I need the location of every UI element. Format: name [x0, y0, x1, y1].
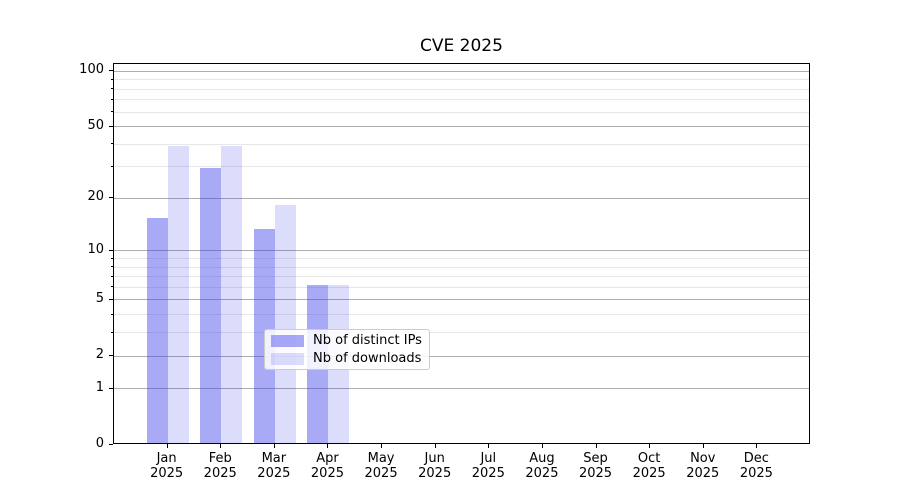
bar-jan-downloads [167, 146, 189, 443]
x-tick-label: Feb 2025 [203, 451, 237, 481]
x-tick-label: Jan 2025 [150, 451, 184, 481]
x-tick-label: May 2025 [364, 451, 398, 481]
y-minor-tick-mark [111, 313, 113, 315]
y-tick-label: 20 [87, 189, 104, 205]
x-tick-label: Apr 2025 [310, 451, 344, 481]
major-gridline [114, 388, 809, 390]
legend-swatch-distinct-ips [271, 334, 304, 347]
minor-gridline [114, 88, 809, 90]
x-tick-label: Mar 2025 [257, 451, 291, 481]
minor-gridline [114, 143, 809, 145]
x-tick-mark [702, 444, 704, 448]
y-tick-mark [109, 197, 113, 199]
major-gridline [114, 299, 809, 301]
x-tick-mark [273, 444, 275, 448]
x-tick-mark [488, 444, 490, 448]
minor-gridline [114, 286, 809, 288]
chart-title: CVE 2025 [420, 36, 503, 56]
x-tick-mark [220, 444, 222, 448]
minor-gridline [114, 258, 809, 259]
legend-item-distinct-ips: Nb of distinct IPs [271, 333, 423, 348]
major-gridline [114, 355, 809, 357]
y-minor-tick-mark [111, 88, 113, 90]
bar-feb-distinct_ips [200, 167, 222, 443]
bar-feb-downloads [221, 146, 243, 443]
x-tick-label: Sep 2025 [578, 451, 613, 481]
y-minor-tick-mark [111, 165, 113, 167]
x-tick-label: Dec 2025 [739, 451, 773, 481]
y-minor-tick-mark [111, 78, 113, 80]
x-tick-label: Nov 2025 [686, 451, 720, 481]
x-tick-label: Aug 2025 [525, 451, 559, 481]
major-gridline [114, 70, 809, 72]
y-tick-mark [109, 70, 113, 72]
plot-area [113, 63, 810, 444]
y-minor-tick-mark [111, 266, 113, 268]
minor-gridline [114, 266, 809, 268]
x-tick-mark [327, 444, 329, 448]
bar-mar-downloads [274, 204, 296, 443]
minor-gridline [114, 276, 809, 278]
y-tick-label: 2 [95, 347, 104, 363]
y-tick-label: 100 [79, 62, 104, 78]
legend-swatch-downloads [271, 352, 304, 365]
y-minor-tick-mark [111, 143, 113, 145]
y-tick-label: 5 [95, 290, 104, 306]
minor-gridline [114, 79, 809, 81]
x-tick-mark [541, 444, 543, 448]
y-tick-mark [109, 125, 113, 127]
y-tick-mark [109, 249, 113, 251]
x-tick-label: Jul 2025 [471, 451, 505, 481]
y-minor-tick-mark [111, 275, 113, 277]
x-tick-mark [381, 444, 383, 448]
y-tick-mark [109, 355, 113, 357]
x-tick-mark [649, 444, 651, 448]
y-tick-mark [109, 298, 113, 300]
major-gridline [114, 250, 809, 252]
minor-gridline [114, 99, 809, 101]
bar-jan-distinct_ips [146, 218, 168, 443]
legend-label-distinct-ips: Nb of distinct IPs [313, 333, 422, 348]
x-tick-label: Jun 2025 [418, 451, 452, 481]
x-tick-mark [434, 444, 436, 448]
y-tick-mark [109, 444, 113, 445]
legend-item-downloads: Nb of downloads [271, 351, 423, 366]
x-tick-mark [756, 444, 758, 448]
minor-gridline [114, 332, 809, 334]
y-tick-label: 1 [95, 379, 104, 395]
y-minor-tick-mark [111, 257, 113, 259]
y-minor-tick-mark [111, 98, 113, 100]
y-tick-label: 10 [87, 241, 104, 257]
minor-gridline [114, 314, 809, 316]
x-tick-mark [166, 444, 168, 448]
legend-label-downloads: Nb of downloads [313, 351, 422, 366]
y-tick-mark [109, 387, 113, 389]
legend: Nb of distinct IPs Nb of downloads [264, 329, 430, 370]
y-tick-label: 50 [87, 117, 104, 133]
y-minor-tick-mark [111, 331, 113, 333]
y-minor-tick-mark [111, 111, 113, 113]
x-tick-mark [595, 444, 597, 448]
minor-gridline [114, 166, 809, 168]
y-tick-label: 0 [95, 436, 104, 451]
major-gridline [114, 197, 809, 199]
x-tick-label: Oct 2025 [632, 451, 666, 481]
major-gridline [114, 126, 809, 128]
y-minor-tick-mark [111, 286, 113, 288]
minor-gridline [114, 111, 809, 113]
